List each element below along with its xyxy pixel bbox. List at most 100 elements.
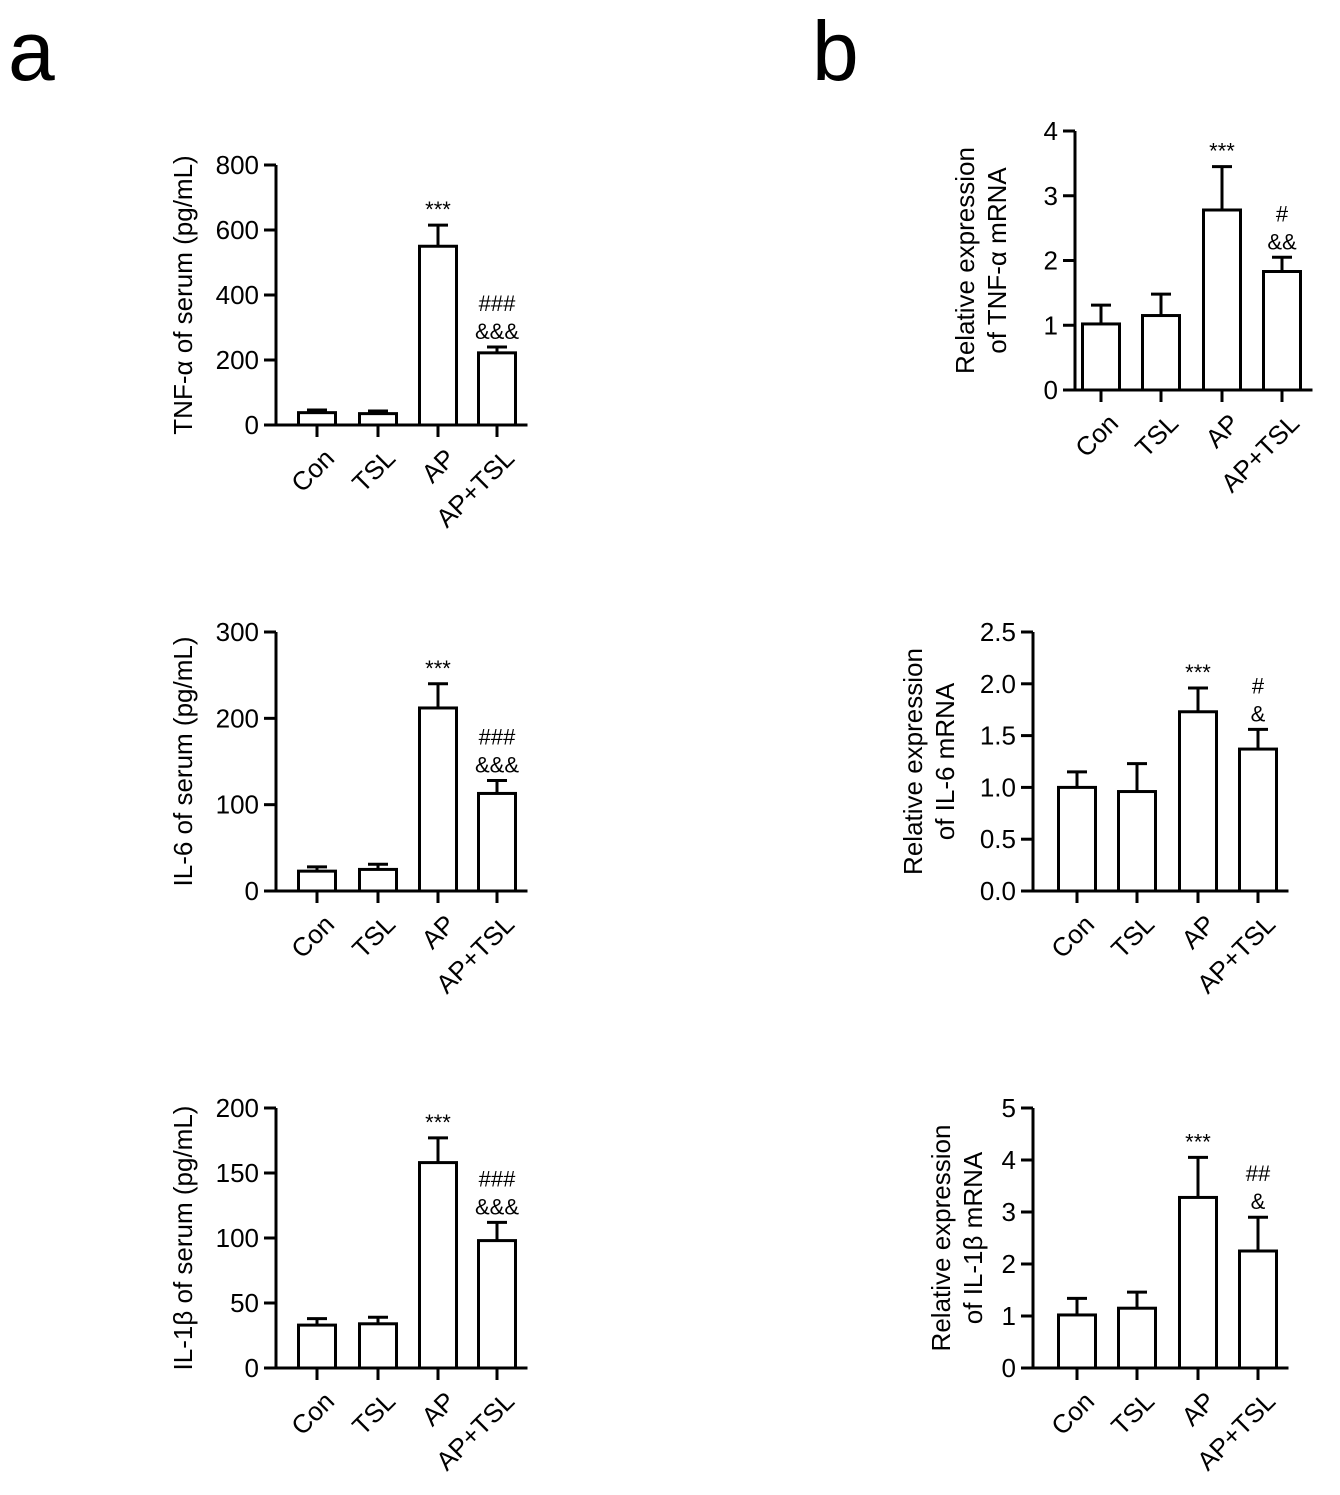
y-axis-label-line: of IL-6 mRNA [930,682,960,840]
bar [1238,747,1278,893]
x-tick-label: TSL [1129,408,1184,463]
bar [1238,1249,1278,1370]
significance-label: *** [425,1110,451,1135]
bar [477,351,517,427]
bar [358,412,398,427]
y-axis-label-line: Relative expression [926,1125,956,1352]
significance-label: ### [479,1166,516,1191]
y-tick-label: 0 [1002,1353,1016,1383]
bar [418,706,458,893]
bar [1117,790,1157,893]
y-axis-label-line: of IL-1β mRNA [958,1151,988,1324]
x-tick-label: AP [1175,909,1221,955]
bar [418,1161,458,1370]
y-tick-label: 800 [216,150,259,180]
y-tick-label: 400 [216,280,259,310]
panel-label-b: b [812,4,859,98]
panel-label-a: a [8,4,55,98]
y-tick-label: 100 [216,790,259,820]
y-tick-label: 1.0 [980,772,1016,802]
chart-1: 0 200 400 600 800 TNF-α of serum (pg/mL) Con TS… [168,150,528,533]
y-tick-label: 2.0 [980,669,1016,699]
y-tick-label: 3 [1002,1197,1016,1227]
y-tick-label: 0 [245,1353,259,1383]
significance-label: &&& [475,319,519,344]
x-tick-label: AP [415,443,461,489]
x-tick-label: TSL [346,909,401,964]
y-tick-label: 600 [216,215,259,245]
bar [418,244,458,427]
chart-5: 0.0 0.5 1.0 1.5 2.0 2.5 Relative expressionof … [898,617,1289,999]
y-axis-label-line: Relative expression [950,147,980,374]
bar [297,1323,337,1370]
x-tick-label: Con [285,1386,340,1441]
bar [1057,1313,1097,1370]
x-tick-label: Con [1045,909,1100,964]
x-tick-label: TSL [346,443,401,498]
y-tick-label: 5 [1002,1093,1016,1123]
y-tick-label: 0.5 [980,824,1016,854]
bar [297,869,337,893]
bar [1202,208,1242,392]
bar [358,867,398,893]
significance-label: *** [1185,1129,1211,1154]
y-tick-label: 200 [216,703,259,733]
y-tick-label: 50 [230,1288,259,1318]
y-tick-label: 4 [1002,1145,1016,1175]
bar [1178,710,1218,893]
significance-label: ### [479,291,516,316]
bar [477,791,517,893]
bar [1262,270,1302,392]
significance-label: & [1251,1189,1266,1214]
bar [1141,314,1181,392]
y-tick-label: 0 [1044,375,1058,405]
significance-label: ## [1246,1161,1271,1186]
chart-3: 0 50 100 150 200 IL-1β of serum (pg/mL) Con TSL… [168,1093,528,1476]
x-tick-label: TSL [346,1386,401,1441]
significance-label: ### [479,724,516,749]
significance-label: && [1267,229,1297,254]
chart-6: 0 1 2 3 4 5 Relative expressionof IL-1β mRNA Co… [926,1093,1289,1476]
chart-4: 0 1 2 3 4 Relative expressionof TNF-α mRNA Con… [950,116,1313,498]
y-tick-label: 150 [216,1158,259,1188]
bar [1178,1195,1218,1370]
y-axis-label: Relative expressionof TNF-α mRNA [950,147,1012,374]
y-axis-label: IL-1β of serum (pg/mL) [168,1106,198,1371]
y-tick-label: 2 [1044,246,1058,276]
y-tick-label: 300 [216,617,259,647]
x-tick-label: AP [1199,408,1245,454]
x-tick-label: Con [1069,408,1124,463]
y-tick-label: 4 [1044,116,1058,146]
significance-label: *** [425,197,451,222]
x-tick-label: AP [415,909,461,955]
significance-label: *** [1185,660,1211,685]
y-tick-label: 100 [216,1223,259,1253]
y-tick-label: 2.5 [980,617,1016,647]
y-axis-label-line: of TNF-α mRNA [982,167,1012,354]
x-tick-label: TSL [1105,909,1160,964]
y-axis-label: Relative expressionof IL-6 mRNA [898,648,960,875]
y-tick-label: 0 [245,876,259,906]
bar [358,1322,398,1370]
significance-label: # [1252,673,1265,698]
bar [477,1239,517,1370]
y-tick-label: 0 [245,410,259,440]
x-tick-label: Con [1045,1386,1100,1441]
y-tick-label: 0.0 [980,876,1016,906]
y-tick-label: 200 [216,345,259,375]
bar [1117,1306,1157,1370]
y-tick-label: 1 [1002,1301,1016,1331]
y-axis-label: IL-6 of serum (pg/mL) [168,637,198,887]
significance-label: &&& [475,752,519,777]
y-tick-label: 3 [1044,181,1058,211]
x-tick-label: Con [285,909,340,964]
bar [297,411,337,427]
y-tick-label: 2 [1002,1249,1016,1279]
y-tick-label: 1.5 [980,721,1016,751]
significance-label: &&& [475,1194,519,1219]
chart-2: 0 100 200 300 IL-6 of serum (pg/mL) Con TSL AP *… [168,617,528,999]
bar [1057,785,1097,893]
significance-label: # [1276,201,1289,226]
